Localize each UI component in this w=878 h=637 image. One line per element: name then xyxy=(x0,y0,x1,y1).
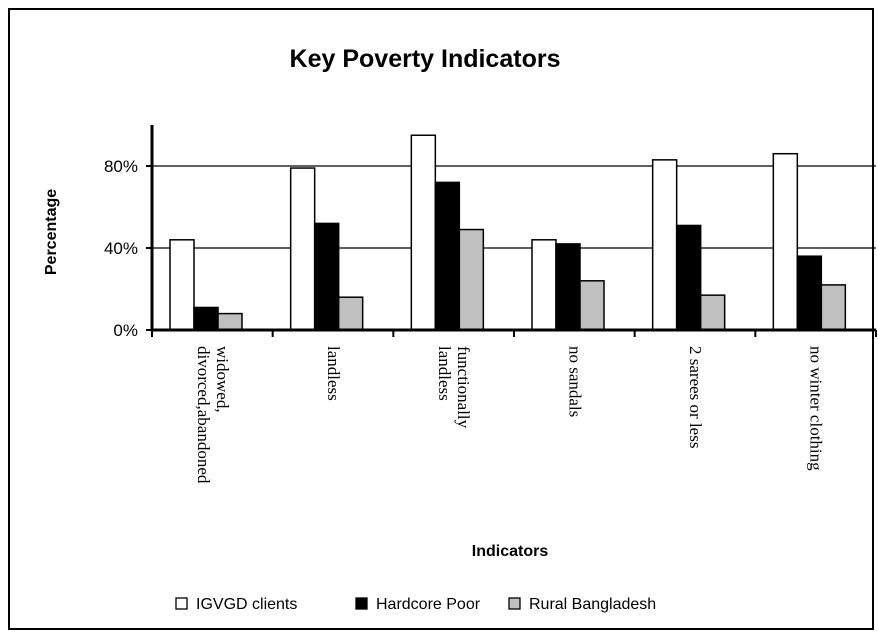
bar-hardcore-poor xyxy=(313,222,340,331)
category-label: no winter clothing xyxy=(807,346,826,471)
legend-swatch xyxy=(355,597,368,610)
category-label: widowed, xyxy=(213,346,232,413)
bars xyxy=(169,134,847,331)
bar-rural-bangladesh xyxy=(579,280,605,331)
x-axis-title: Indicators xyxy=(472,543,549,560)
bar-hardcore-poor xyxy=(193,306,219,331)
y-axis-title: Percentage xyxy=(43,189,60,275)
grid-lines xyxy=(152,165,876,249)
y-tick-label: 40% xyxy=(104,239,138,258)
bar-igvgd-clients xyxy=(651,159,678,331)
bar-igvgd-clients xyxy=(772,152,799,331)
bar-hardcore-poor xyxy=(555,243,581,331)
bar-hardcore-poor xyxy=(434,181,461,331)
category-label: 2 sarees or less xyxy=(686,346,705,448)
legend-label: Rural Bangladesh xyxy=(529,596,656,613)
chart-title: Key Poverty Indicators xyxy=(290,45,561,73)
bar-rural-bangladesh xyxy=(217,312,243,331)
bar-igvgd-clients xyxy=(169,239,195,331)
bar-rural-bangladesh xyxy=(699,294,726,331)
category-label: no sandals xyxy=(565,346,584,417)
legend-label: IGVGD clients xyxy=(196,596,297,613)
legend-swatch xyxy=(175,597,188,610)
bar-igvgd-clients xyxy=(531,239,557,331)
bar-hardcore-poor xyxy=(675,224,702,331)
bar-rural-bangladesh xyxy=(458,228,485,331)
bar-hardcore-poor xyxy=(796,255,823,331)
bar-rural-bangladesh xyxy=(337,296,364,331)
y-tick-label: 80% xyxy=(104,157,138,176)
legend: IGVGD clients Hardcore Poor Rural Banglade… xyxy=(175,596,656,613)
category-label: landless xyxy=(324,346,343,401)
y-tick-labels: 0% 40% 80% xyxy=(104,157,138,340)
bar-igvgd-clients xyxy=(289,167,316,331)
category-label: functionally xyxy=(454,346,473,429)
category-label: divorced,abandoned xyxy=(194,346,213,484)
legend-swatch xyxy=(508,597,521,610)
axes xyxy=(146,125,877,337)
legend-label: Hardcore Poor xyxy=(376,596,481,613)
y-tick-label: 0% xyxy=(113,321,138,340)
category-label: landless xyxy=(435,346,454,401)
bar-rural-bangladesh xyxy=(820,284,847,331)
bar-igvgd-clients xyxy=(410,134,437,331)
category-labels: widowed,divorced,abandoned landless functi… xyxy=(194,346,826,484)
